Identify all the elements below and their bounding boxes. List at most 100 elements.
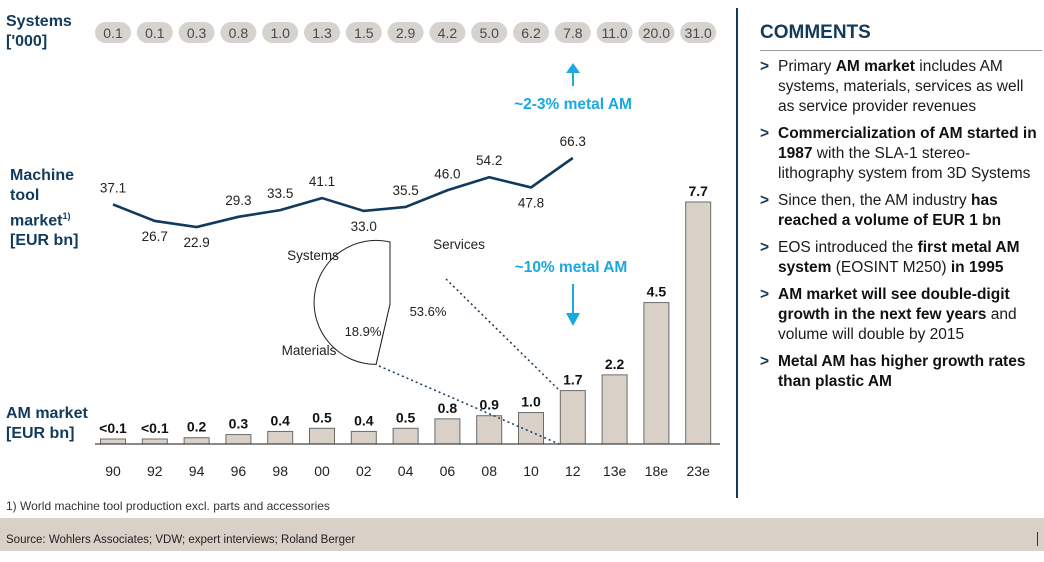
systems-pill-04 bbox=[387, 22, 424, 43]
comments-list: > Primary AM market includes AM systems, … bbox=[760, 57, 1042, 392]
comment-text-segment: first metal AM system bbox=[778, 239, 1020, 276]
systems-pill-92 bbox=[136, 22, 173, 43]
source-text: Source: Wohlers Associates; VDW; expert … bbox=[6, 534, 356, 546]
machine-label-line-2: tool bbox=[10, 187, 40, 204]
systems-pill-98 bbox=[262, 22, 299, 43]
machine-tool-label-96: 29.3 bbox=[225, 193, 251, 208]
vertical-divider bbox=[736, 8, 738, 498]
comment-text-segment: Primary bbox=[778, 58, 836, 75]
systems-label-line-2: ['000] bbox=[6, 33, 48, 50]
comment-item: > AM market will see double-digit growth … bbox=[760, 285, 1042, 345]
x-tick-96: 96 bbox=[231, 463, 247, 479]
comment-item: > EOS introduced the first metal AM syste… bbox=[760, 238, 1042, 278]
systems-value-94: 0.3 bbox=[187, 25, 207, 41]
x-tick-06: 06 bbox=[440, 463, 456, 479]
bullet-chevron-icon: > bbox=[760, 125, 770, 142]
systems-pill-13e bbox=[596, 22, 633, 43]
bar-18e bbox=[643, 302, 670, 445]
systems-pill-90 bbox=[95, 22, 131, 43]
comment-text: Primary AM market includes AM systems, m… bbox=[778, 57, 1042, 117]
comment-text-segment: EOS introduced the bbox=[778, 239, 918, 256]
annotation-systems-metal: ~2-3% metal AM bbox=[514, 96, 632, 113]
comment-item: > Since then, the AM industry has reached… bbox=[760, 191, 1042, 231]
am-market-axis-label: AM market [EUR bn] bbox=[6, 404, 88, 444]
x-tick-08: 08 bbox=[481, 463, 497, 479]
systems-value-13e: 11.0 bbox=[601, 25, 627, 41]
bar-label-08: 0.9 bbox=[479, 397, 499, 413]
systems-value-98: 1.0 bbox=[270, 25, 290, 41]
bar-label-06: 0.8 bbox=[438, 400, 458, 416]
x-tick-00: 00 bbox=[314, 463, 330, 479]
pie-value-systems: 27.5% bbox=[343, 275, 380, 290]
bar-label-94: 0.2 bbox=[187, 419, 207, 435]
pie-value-services: 53.6% bbox=[410, 304, 447, 319]
systems-value-92: 0.1 bbox=[145, 25, 165, 41]
x-tick-98: 98 bbox=[272, 463, 288, 479]
systems-pill-94 bbox=[178, 22, 215, 43]
comment-text-segment: (EOSINT M250) bbox=[831, 259, 951, 276]
bar-94 bbox=[183, 437, 210, 445]
footnote: 1) World machine tool production excl. p… bbox=[6, 499, 330, 513]
metal-am-annotations: ~2-3% metal AM ~10% metal AM bbox=[514, 63, 632, 326]
machine-label-line-1: Machine bbox=[10, 167, 75, 184]
systems-pill-02 bbox=[345, 22, 382, 43]
x-tick-12: 12 bbox=[565, 463, 581, 479]
machine-tool-label-92: 26.7 bbox=[142, 229, 168, 244]
systems-value-10: 6.2 bbox=[521, 25, 541, 41]
comment-item: > Primary AM market includes AM systems, … bbox=[760, 57, 1042, 117]
machine-label-line-3: market1) bbox=[10, 206, 78, 231]
comment-text-segment: with the SLA-1 stereo-lithography system… bbox=[778, 145, 1031, 182]
machine-tool-label-00: 41.1 bbox=[309, 174, 335, 189]
am-market-bars: <0.1 90 <0.1 92 0.2 94 0.3 96 0.4 98 0.5 00 0.4 02 0.5… bbox=[95, 183, 720, 479]
comment-text-segment: and volume will double by 2015 bbox=[778, 306, 1017, 343]
comment-text-segment: in 1995 bbox=[950, 259, 1004, 276]
machine-tool-line-series: 37.1 26.7 22.9 29.3 33.5 41.1 33.0 35.5 46.0 54.2… bbox=[100, 134, 586, 250]
machine-label-market-word: market bbox=[10, 212, 63, 230]
machine-tool-label-02: 33.0 bbox=[351, 219, 377, 234]
bullet-chevron-icon: > bbox=[760, 192, 770, 209]
annotation-market-metal: ~10% metal AM bbox=[515, 259, 628, 276]
machine-tool-label-10: 47.8 bbox=[518, 195, 544, 210]
systems-pill-10 bbox=[513, 22, 549, 43]
x-tick-02: 02 bbox=[356, 463, 372, 479]
am-label-line-1: AM market bbox=[6, 405, 88, 422]
comment-item: > Commercialization of AM started in 1987… bbox=[760, 124, 1042, 184]
comment-text-segment: has reached a volume of EUR 1 bn bbox=[778, 192, 1002, 229]
bar-label-23e: 7.7 bbox=[688, 183, 708, 199]
x-tick-92: 92 bbox=[147, 463, 163, 479]
comment-text-segment: AM market bbox=[835, 58, 915, 75]
comment-text-segment: Since then, the AM industry bbox=[778, 192, 971, 209]
bar-label-02: 0.4 bbox=[354, 412, 374, 428]
systems-axis-label: Systems ['000] bbox=[6, 12, 72, 52]
bullet-chevron-icon: > bbox=[760, 353, 770, 370]
systems-pill-23e bbox=[680, 22, 717, 43]
systems-value-02: 1.5 bbox=[354, 25, 374, 41]
comment-text-segment: AM market will see double-digit growth i… bbox=[778, 286, 1010, 323]
bar-label-12: 1.7 bbox=[563, 372, 583, 388]
comment-text-segment: Commercialization of AM started in 1987 bbox=[778, 125, 1037, 162]
machine-tool-label-08: 54.2 bbox=[476, 153, 502, 168]
bar-98 bbox=[267, 430, 294, 445]
pie-label-services: Services bbox=[433, 237, 485, 252]
bar-label-10: 1.0 bbox=[521, 394, 541, 410]
market-share-pie: 27.5% 18.9% 53.6% Systems Materials Services bbox=[282, 237, 560, 445]
pie-label-systems: Systems bbox=[287, 248, 339, 263]
comment-text: Metal AM has higher growth rates than pl… bbox=[778, 352, 1042, 392]
machine-tool-label-94: 22.9 bbox=[183, 235, 209, 250]
pie-label-materials: Materials bbox=[282, 343, 337, 358]
bar-12 bbox=[559, 390, 586, 445]
pie-slice-services bbox=[313, 239, 391, 365]
bullet-chevron-icon: > bbox=[760, 286, 770, 303]
machine-tool-label-06: 46.0 bbox=[434, 166, 460, 181]
bar-08 bbox=[476, 415, 503, 445]
systems-row: 0.1 0.1 0.3 0.8 1.0 1.3 1.5 2.9 4.2 5.0 6.2 7.8 11.0… bbox=[95, 22, 717, 43]
comments-rule bbox=[760, 50, 1042, 51]
arrow-down-head bbox=[566, 313, 580, 326]
systems-pill-18e bbox=[638, 22, 675, 43]
systems-value-90: 0.1 bbox=[103, 25, 123, 41]
bar-90 bbox=[100, 438, 126, 445]
source-bar: Source: Wohlers Associates; VDW; expert … bbox=[0, 518, 1044, 551]
systems-pill-06 bbox=[429, 22, 466, 43]
bar-label-13e: 2.2 bbox=[605, 356, 625, 372]
comment-item: > Metal AM has higher growth rates than p… bbox=[760, 352, 1042, 392]
